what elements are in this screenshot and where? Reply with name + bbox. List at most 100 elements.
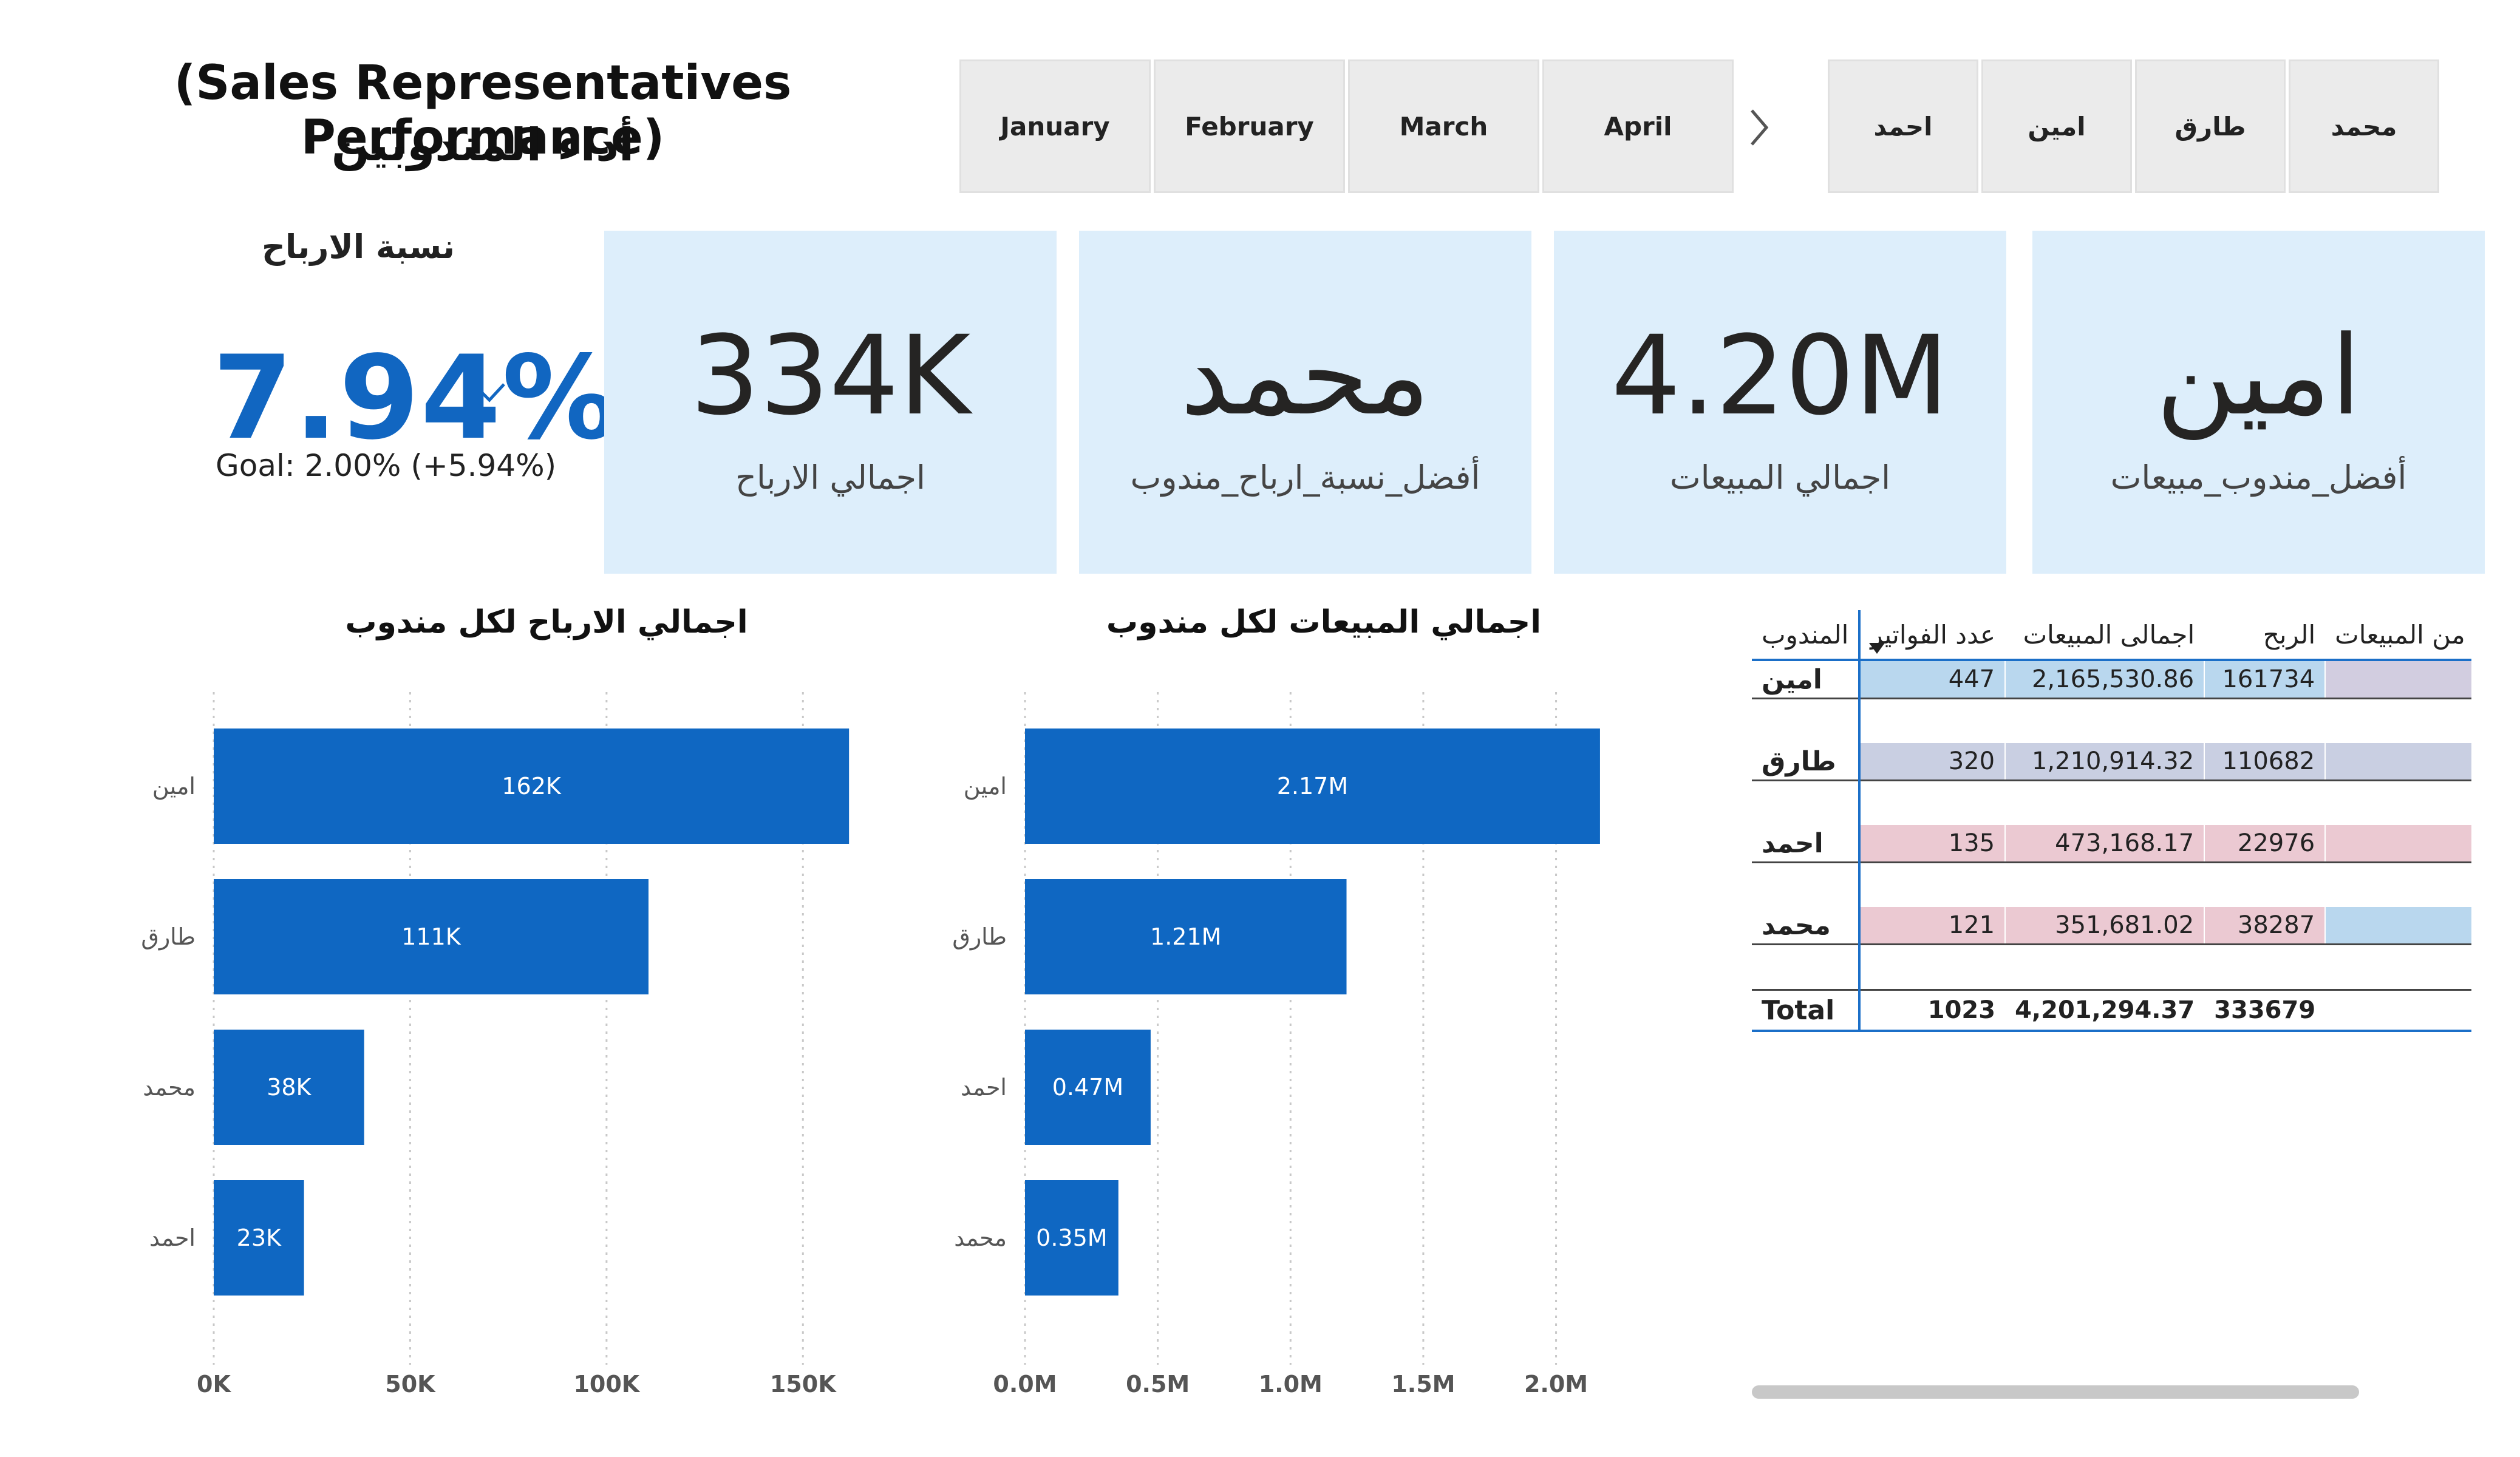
bar[interactable] (214, 728, 850, 844)
table-row-spacer (1752, 780, 2471, 825)
page-subtitle: أداء المندوبين (331, 119, 635, 171)
y-category-label: طارق (952, 923, 1007, 950)
x-tick-label: 2.0M (1524, 1371, 1588, 1398)
y-category-label: محمد (143, 1074, 196, 1101)
table-total-row[interactable]: Total 1023 4,201,294.37 333679 (1752, 989, 2471, 1032)
y-category-label: امين (152, 773, 196, 800)
data-label: 0.35M (1036, 1224, 1107, 1251)
card-total-profit: 334K اجمالي الارباح (604, 231, 1057, 574)
header-profit[interactable]: الربح (2204, 610, 2326, 661)
bar[interactable] (214, 879, 649, 994)
chart-title-sales: اجمالي المبيعات لكل مندوب (1106, 604, 1542, 640)
card-label: اجمالي المبيعات (1669, 458, 1891, 497)
x-tick-label: 0K (197, 1371, 231, 1398)
y-category-label: طارق (141, 923, 196, 950)
header-rep[interactable]: المندوب (1752, 610, 1861, 661)
bar[interactable] (1025, 728, 1600, 844)
row-share (2324, 660, 2471, 699)
row-share (2324, 825, 2471, 863)
row-invoices: 447 (1859, 660, 2006, 699)
total-sales: 4,201,294.37 (2005, 989, 2205, 1032)
row-sales: 1,210,914.32 (2004, 743, 2205, 781)
bar[interactable] (1025, 1030, 1151, 1145)
card-value: 334K (690, 313, 971, 440)
row-sales: 473,168.17 (2004, 825, 2205, 863)
card-label: أفضل_مندوب_مبيعات (2110, 458, 2407, 497)
table-row[interactable]: احمد 135 473,168.17 22976 (1752, 825, 2471, 863)
rep-matrix-table[interactable]: المندوب عدد الفواتير اجمالى المبيعات الر… (1752, 610, 2471, 1041)
slicer-rep-ahmad[interactable]: احمد (1828, 59, 1978, 193)
table-horizontal-scrollbar[interactable] (1752, 1385, 2359, 1399)
data-label: 1.21M (1150, 923, 1221, 950)
card-label: اجمالي الارباح (735, 458, 925, 497)
bar[interactable] (214, 1030, 364, 1145)
row-profit: 110682 (2204, 743, 2326, 781)
y-category-label: احمد (149, 1224, 196, 1251)
card-label: أفضل_نسبة_ارباح_مندوب (1130, 458, 1480, 497)
header-invoices-label: عدد الفواتير (1870, 619, 1996, 650)
row-sales: 351,681.02 (2004, 907, 2205, 945)
table-row[interactable]: طارق 320 1,210,914.32 110682 (1752, 743, 2471, 781)
row-rep: محمد (1752, 907, 1861, 945)
checkmark-icon (480, 379, 506, 406)
slicer-rep-tarek[interactable]: طارق (2135, 59, 2286, 193)
slicer-month-march[interactable]: March (1348, 59, 1539, 193)
bar[interactable] (1025, 1180, 1119, 1296)
bar[interactable] (1025, 879, 1347, 994)
row-profit: 161734 (2204, 660, 2326, 699)
x-tick-label: 1.5M (1391, 1371, 1455, 1398)
data-label: 38K (267, 1074, 312, 1101)
x-tick-label: 50K (385, 1371, 436, 1398)
table-row-spacer (1752, 862, 2471, 907)
row-rep: امين (1752, 660, 1861, 699)
profit-by-rep-chart: 0K 50K 100K 150K امين 162K طارق 111K محمد 38K احمد… (141, 692, 850, 1398)
sales-by-rep-chart: 0.0M 0.5M 1.0M 1.5M 2.0M امين 2.17M طارق 1.21M اح… (952, 692, 1600, 1398)
slicer-rep-amin[interactable]: امين (1981, 59, 2132, 193)
x-tick-label: 1.0M (1259, 1371, 1323, 1398)
card-best-sales-rep: امين أفضل_مندوب_مبيعات (2032, 231, 2485, 574)
kpi-value: 7.94% (213, 331, 619, 465)
card-total-sales: 4.20M اجمالي المبيعات (1554, 231, 2006, 574)
header-sales[interactable]: اجمالى المبيعات (2005, 610, 2205, 661)
slicer-rep-mohammed[interactable]: محمد (2289, 59, 2439, 193)
table-row[interactable]: امين 447 2,165,530.86 161734 (1752, 660, 2471, 699)
x-tick-label: 0.0M (993, 1371, 1057, 1398)
chevron-right-icon[interactable] (1746, 103, 1770, 152)
slicer-month-february[interactable]: February (1154, 59, 1345, 193)
header-invoices[interactable]: عدد الفواتير (1859, 610, 2006, 661)
total-invoices: 1023 (1859, 989, 2006, 1032)
slicer-month-january[interactable]: January (959, 59, 1151, 193)
row-invoices: 121 (1859, 907, 2006, 945)
row-profit: 22976 (2204, 825, 2326, 863)
data-label: 162K (502, 773, 562, 800)
x-tick-label: 0.5M (1126, 1371, 1190, 1398)
kpi-goal: Goal: 2.00% (+5.94%) (216, 448, 557, 483)
y-category-label: محمد (954, 1224, 1007, 1251)
table-row-spacer (1752, 698, 2471, 743)
total-label: Total (1752, 989, 1861, 1032)
row-share (2324, 907, 2471, 945)
data-label: 2.17M (1277, 773, 1348, 800)
total-share (2325, 989, 2471, 1032)
row-rep: طارق (1752, 743, 1861, 781)
card-best-profit-rep: محمد أفضل_نسبة_ارباح_مندوب (1079, 231, 1531, 574)
page-title: (Sales Representatives Performance) (174, 56, 792, 165)
row-sales: 2,165,530.86 (2004, 660, 2205, 699)
table-row-spacer (1752, 944, 2471, 990)
total-profit: 333679 (2204, 989, 2326, 1032)
kpi-title: نسبة الارباح (261, 228, 455, 266)
data-label: 0.47M (1052, 1074, 1123, 1101)
slicer-month-april[interactable]: April (1542, 59, 1734, 193)
bar[interactable] (214, 1180, 304, 1296)
x-tick-label: 150K (770, 1371, 837, 1398)
x-tick-label: 100K (573, 1371, 640, 1398)
y-category-label: احمد (961, 1074, 1007, 1101)
sort-descending-icon[interactable] (1868, 642, 1886, 655)
row-invoices: 135 (1859, 825, 2006, 863)
card-value: محمد (1180, 313, 1431, 440)
header-share[interactable]: ح من المبيعات (2325, 610, 2471, 661)
y-category-label: امين (964, 773, 1007, 800)
row-share (2324, 743, 2471, 781)
row-profit: 38287 (2204, 907, 2326, 945)
table-row[interactable]: محمد 121 351,681.02 38287 (1752, 907, 2471, 945)
